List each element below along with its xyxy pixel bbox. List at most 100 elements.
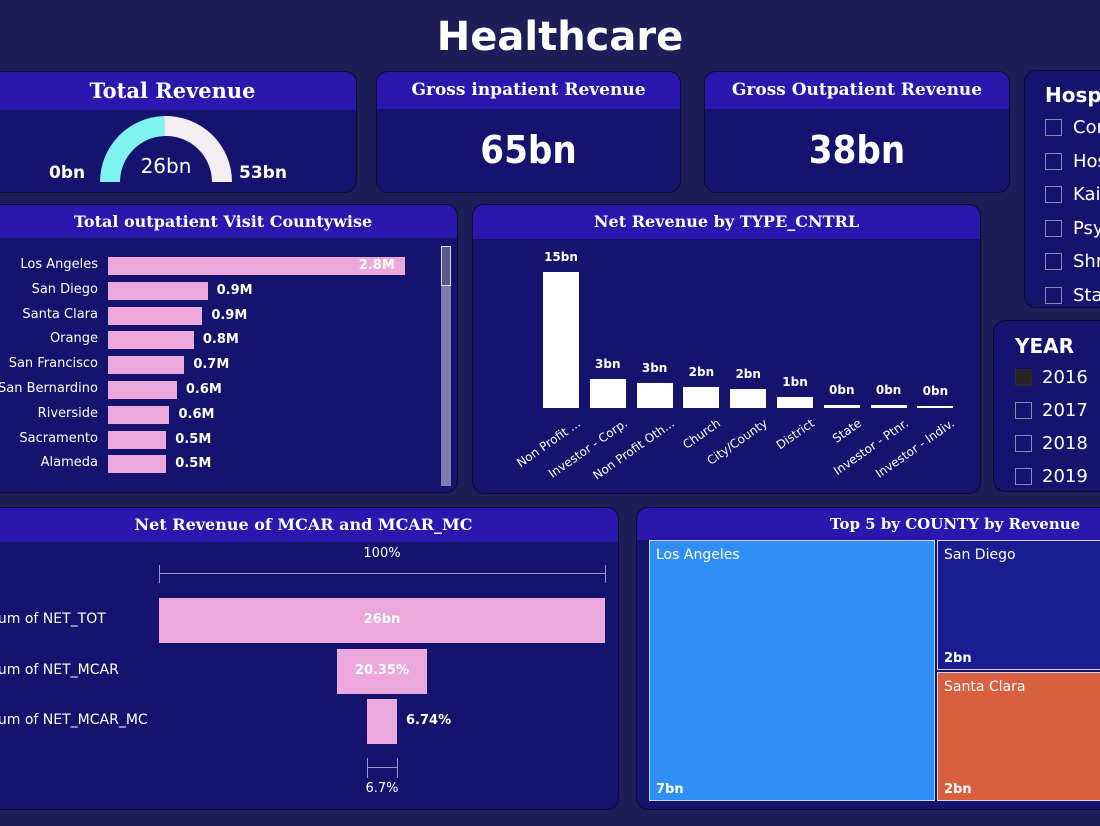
funnel-bar[interactable]	[366, 699, 398, 744]
bar[interactable]	[108, 405, 170, 424]
bar[interactable]	[543, 272, 579, 408]
slicer-item[interactable]: Stat	[1045, 285, 1100, 307]
tile-value: 2bn	[944, 651, 972, 666]
checkbox[interactable]	[1045, 152, 1062, 170]
checkbox[interactable]	[1045, 286, 1062, 304]
checkbox[interactable]	[1015, 435, 1032, 452]
gross-outpatient-card: Gross Outpatient Revenue 38bn	[704, 71, 1010, 193]
tile-label: San Diego	[944, 547, 1016, 563]
slicer-item-label: 2016	[1042, 367, 1088, 388]
data-label: 1bn	[782, 375, 808, 390]
slicer-item[interactable]: Hos	[1045, 151, 1100, 173]
gauge-remaining	[164, 116, 232, 182]
category-label: Investor - Ptnr.	[830, 416, 911, 478]
slicer-title: YEAR	[1015, 334, 1075, 358]
year-slicer: YEAR 2016 2017 2018 2019	[993, 320, 1100, 492]
slicer-item[interactable]: Shr	[1045, 251, 1100, 273]
data-label: 20.35%	[354, 662, 410, 678]
slicer-item-label: 2019	[1042, 466, 1088, 487]
tile-value: 7bn	[656, 782, 684, 797]
data-label: 0.5M	[175, 456, 212, 472]
funnel-bar[interactable]	[159, 598, 605, 643]
data-label: 2.8M	[358, 258, 395, 273]
card-title: Total Revenue	[0, 72, 356, 110]
bar[interactable]	[108, 257, 405, 275]
slicer-item[interactable]: Psy	[1045, 218, 1100, 240]
data-label: 26bn	[363, 612, 401, 627]
data-label: 0.5M	[175, 431, 212, 447]
data-label: 3bn	[595, 356, 621, 371]
slicer-item[interactable]: 2016	[1015, 367, 1100, 389]
tile-value: 2bn	[944, 782, 972, 797]
net-revenue-type-chart: Net Revenue by TYPE_CNTRL 15bn Non Profit…	[472, 204, 981, 494]
bar[interactable]	[108, 455, 167, 474]
bar[interactable]	[589, 378, 626, 408]
scrollbar-thumb[interactable]	[441, 246, 451, 286]
category-label: Santa Clara	[22, 306, 98, 322]
bar[interactable]	[870, 405, 907, 408]
bar[interactable]	[108, 331, 194, 350]
checkbox[interactable]	[1045, 219, 1062, 237]
category-label: Investor - Corp.	[545, 416, 630, 481]
slicer-item[interactable]: Kais	[1045, 184, 1100, 206]
mcar-funnel-chart: Net Revenue of MCAR and MCAR_MC 100% Sum …	[0, 507, 619, 810]
checkbox[interactable]	[1015, 402, 1032, 419]
county-treemap: Top 5 by COUNTY by Revenue Los Angeles 7b…	[636, 507, 1100, 810]
bar[interactable]	[730, 388, 767, 408]
bar[interactable]	[108, 281, 208, 300]
category-label: San Diego	[31, 281, 98, 297]
bar[interactable]	[823, 405, 860, 408]
treemap-tile[interactable]: San Diego 2bn	[937, 540, 1100, 670]
kpi-value: 38bn	[808, 128, 906, 172]
data-label: 6.74%	[406, 713, 452, 728]
slicer-item[interactable]: Cor	[1045, 117, 1100, 139]
data-label: 0bn	[829, 383, 855, 398]
bar[interactable]	[636, 382, 673, 408]
category-label: District	[773, 416, 818, 453]
category-label: Alameda	[40, 455, 98, 471]
category-label: Riverside	[37, 405, 98, 421]
slicer-item-label: Shr	[1073, 251, 1100, 272]
data-label: 0bn	[922, 384, 949, 398]
data-label: 0.9M	[216, 282, 253, 298]
treemap-tile[interactable]: Santa Clara 2bn	[937, 672, 1100, 801]
data-label: 0.9M	[211, 307, 248, 323]
top-percent-label: 100%	[363, 546, 401, 561]
bar[interactable]	[777, 397, 813, 408]
slicer-item[interactable]: 2018	[1015, 433, 1100, 455]
checkbox[interactable]	[1045, 119, 1062, 136]
category-label: Los Angeles	[20, 257, 98, 272]
funnel-bar[interactable]	[336, 648, 428, 694]
hosp-slicer: Hosp Cor Hos Kais Psy Shr Stat	[1024, 70, 1100, 308]
checkbox[interactable]	[1015, 468, 1032, 485]
data-label: 15bn	[544, 250, 578, 264]
checkbox[interactable]	[1045, 186, 1062, 203]
gauge-fill	[100, 116, 165, 182]
category-label: Sum of NET_MCAR_MC	[0, 712, 148, 728]
page-title: Healthcare	[436, 14, 684, 60]
bar[interactable]	[108, 430, 167, 449]
checkbox[interactable]	[1015, 369, 1032, 386]
bar[interactable]	[108, 381, 177, 399]
outpatient-visit-chart: Total outpatient Visit Countywise Los An…	[0, 204, 458, 493]
data-label: 0.8M	[202, 332, 239, 348]
chart-title: Net Revenue by TYPE_CNTRL	[473, 205, 980, 239]
bracket	[605, 565, 606, 583]
treemap-tile[interactable]: Los Angeles 7bn	[649, 540, 935, 801]
bottom-percent-label: 6.7%	[365, 781, 399, 796]
checkbox[interactable]	[1045, 253, 1062, 270]
scrollbar[interactable]	[441, 246, 451, 486]
bar[interactable]	[108, 306, 203, 325]
slicer-item[interactable]: 2019	[1015, 466, 1100, 488]
gauge-value: 26bn	[140, 154, 192, 178]
data-label: 0.7M	[193, 357, 230, 373]
card-title: Gross Outpatient Revenue	[705, 72, 1009, 109]
category-label: San Bernardino	[0, 381, 98, 396]
bracket	[366, 767, 398, 768]
bar[interactable]	[683, 387, 720, 408]
bracket	[366, 758, 368, 778]
slicer-item[interactable]: 2017	[1015, 400, 1100, 422]
bar[interactable]	[917, 406, 954, 408]
bar[interactable]	[108, 356, 185, 375]
data-label: 2bn	[688, 365, 715, 380]
